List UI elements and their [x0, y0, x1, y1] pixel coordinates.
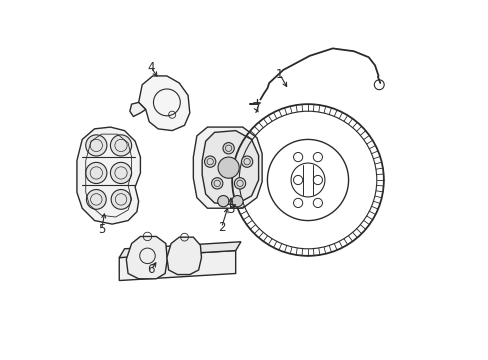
- Circle shape: [110, 162, 131, 184]
- Polygon shape: [166, 237, 201, 275]
- Polygon shape: [202, 131, 258, 205]
- Polygon shape: [119, 251, 235, 280]
- Polygon shape: [139, 76, 189, 131]
- Circle shape: [218, 157, 239, 178]
- Circle shape: [241, 156, 252, 167]
- Text: 3: 3: [226, 203, 234, 216]
- Text: 6: 6: [147, 264, 154, 276]
- Text: 1: 1: [275, 68, 283, 81]
- Circle shape: [85, 162, 107, 184]
- Circle shape: [85, 135, 107, 156]
- Circle shape: [234, 178, 245, 189]
- Text: 4: 4: [147, 60, 154, 73]
- Circle shape: [110, 135, 131, 156]
- Circle shape: [204, 156, 215, 167]
- Polygon shape: [193, 127, 262, 208]
- Circle shape: [111, 189, 131, 209]
- Text: 2: 2: [217, 221, 225, 234]
- Polygon shape: [130, 102, 145, 117]
- Text: 5: 5: [98, 223, 105, 236]
- Text: 7: 7: [253, 103, 260, 116]
- Polygon shape: [119, 242, 241, 258]
- Circle shape: [231, 195, 243, 207]
- Circle shape: [211, 178, 223, 189]
- Polygon shape: [77, 127, 140, 224]
- Circle shape: [223, 143, 234, 154]
- Circle shape: [217, 195, 228, 207]
- Circle shape: [86, 189, 106, 209]
- Polygon shape: [126, 237, 167, 279]
